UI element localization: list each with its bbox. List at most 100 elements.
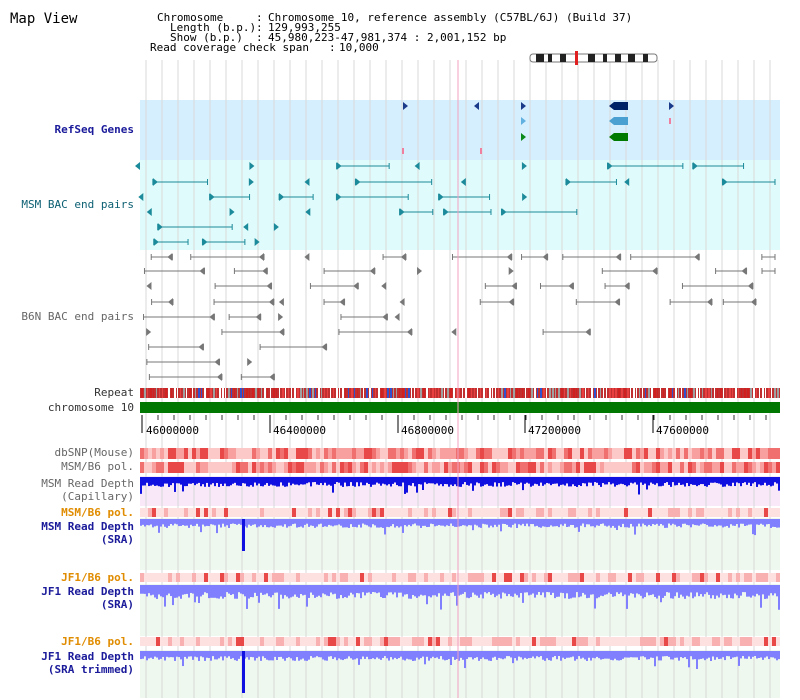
heat-cell bbox=[260, 448, 264, 459]
refseq-track-bg bbox=[140, 100, 780, 160]
depth-bar bbox=[724, 519, 726, 527]
heat-cell bbox=[216, 448, 220, 459]
depth-bar bbox=[354, 519, 356, 527]
depth-bar bbox=[716, 651, 718, 658]
depth-bar bbox=[326, 519, 328, 527]
heat-cell bbox=[276, 448, 280, 459]
depth-bar bbox=[220, 585, 222, 597]
heat-cell bbox=[140, 462, 144, 473]
depth-bar bbox=[174, 477, 176, 492]
depth-bar bbox=[710, 651, 712, 661]
track-label-msm-depth-capillary[interactable]: MSM Read Depth bbox=[41, 477, 134, 490]
depth-bar bbox=[610, 519, 612, 528]
depth-bar bbox=[530, 477, 532, 487]
track-label-jf1-depth-trimmed[interactable]: JF1 Read Depth bbox=[41, 650, 134, 663]
depth-bar bbox=[212, 477, 214, 484]
depth-bar bbox=[242, 585, 244, 595]
heat-cell bbox=[604, 448, 608, 459]
heat-cell bbox=[672, 573, 676, 582]
track-label-jf1-pol[interactable]: JF1/B6 pol. bbox=[61, 571, 134, 584]
heat-cell bbox=[732, 573, 736, 582]
repeat-mark bbox=[762, 388, 764, 398]
repeat-mark bbox=[273, 388, 275, 398]
track-label-b6n-bac[interactable]: B6N BAC end pairs bbox=[21, 310, 134, 323]
track-label-msm-bac[interactable]: MSM BAC end pairs bbox=[21, 198, 134, 211]
depth-bar bbox=[168, 651, 170, 658]
track-label-jf1-depth-sra[interactable]: JF1 Read Depth bbox=[41, 585, 134, 598]
depth-bar bbox=[466, 477, 468, 485]
depth-bar bbox=[762, 651, 764, 660]
heat-cell bbox=[660, 448, 664, 459]
heat-cell bbox=[200, 508, 204, 517]
heat-cell bbox=[600, 462, 604, 473]
depth-bar bbox=[140, 477, 142, 494]
feature-glyph bbox=[157, 223, 163, 231]
depth-bar bbox=[280, 585, 282, 595]
depth-bar bbox=[540, 519, 542, 528]
heat-cell bbox=[220, 462, 224, 473]
heat-cell bbox=[672, 637, 676, 646]
repeat-mark bbox=[510, 388, 511, 398]
depth-bar bbox=[392, 651, 394, 660]
heat-cell bbox=[172, 462, 176, 473]
depth-bar bbox=[602, 651, 604, 660]
heat-cell bbox=[692, 637, 696, 646]
depth-bar bbox=[524, 477, 526, 484]
depth-bar bbox=[722, 519, 724, 528]
track-label-refseq-genes[interactable]: RefSeq Genes bbox=[54, 123, 134, 136]
depth-bar bbox=[284, 585, 286, 596]
heat-cell bbox=[256, 508, 260, 517]
depth-bar bbox=[624, 477, 626, 486]
depth-bar bbox=[372, 651, 374, 659]
depth-bar bbox=[650, 651, 652, 658]
feature-glyph bbox=[209, 313, 215, 321]
depth-bar bbox=[656, 519, 658, 524]
track-label-jf1-pol-2[interactable]: JF1/B6 pol. bbox=[61, 635, 134, 648]
repeat-mark bbox=[231, 388, 232, 398]
heat-cell bbox=[376, 637, 380, 646]
heat-cell bbox=[500, 448, 504, 459]
depth-bar bbox=[718, 651, 720, 660]
heat-cell bbox=[352, 573, 356, 582]
heat-cell bbox=[228, 508, 232, 517]
depth-bar bbox=[376, 519, 378, 528]
track-label-msm-pol-2[interactable]: MSM/B6 pol. bbox=[61, 506, 134, 519]
repeat-mark bbox=[354, 388, 355, 398]
depth-bar bbox=[328, 651, 330, 657]
heat-cell bbox=[636, 637, 640, 646]
heat-cell bbox=[764, 462, 768, 473]
heat-cell bbox=[144, 637, 148, 646]
depth-bar bbox=[416, 651, 418, 658]
depth-bar bbox=[568, 651, 570, 658]
depth-bar bbox=[186, 651, 188, 659]
depth-bar bbox=[420, 651, 422, 659]
depth-bar bbox=[570, 585, 572, 599]
repeat-mark bbox=[318, 388, 320, 398]
depth-bar bbox=[156, 519, 158, 526]
repeat-mark bbox=[162, 388, 163, 398]
gene-block bbox=[614, 117, 628, 125]
depth-bar bbox=[374, 651, 376, 660]
depth-bar bbox=[738, 585, 740, 599]
depth-bar bbox=[344, 585, 346, 598]
track-label-dbsnp[interactable]: dbSNP(Mouse) bbox=[54, 446, 134, 459]
track-label-msm-depth-sra[interactable]: MSM Read Depth bbox=[41, 520, 134, 533]
depth-bar bbox=[546, 651, 548, 659]
depth-bar bbox=[398, 519, 400, 528]
heat-cell bbox=[768, 462, 772, 473]
depth-bar bbox=[642, 477, 644, 485]
heat-cell bbox=[256, 448, 260, 459]
feature-glyph bbox=[669, 102, 674, 110]
depth-bar bbox=[460, 519, 462, 527]
depth-bar bbox=[698, 477, 700, 486]
heat-cell bbox=[180, 448, 184, 459]
heat-cell bbox=[700, 448, 704, 459]
heat-cell bbox=[620, 448, 624, 459]
feature-glyph bbox=[394, 313, 400, 321]
heat-cell bbox=[584, 508, 588, 517]
track-label-msm-pol[interactable]: MSM/B6 pol. bbox=[61, 460, 134, 473]
heat-cell bbox=[636, 573, 640, 582]
repeat-mark bbox=[189, 388, 191, 398]
repeat-mark bbox=[462, 388, 463, 398]
